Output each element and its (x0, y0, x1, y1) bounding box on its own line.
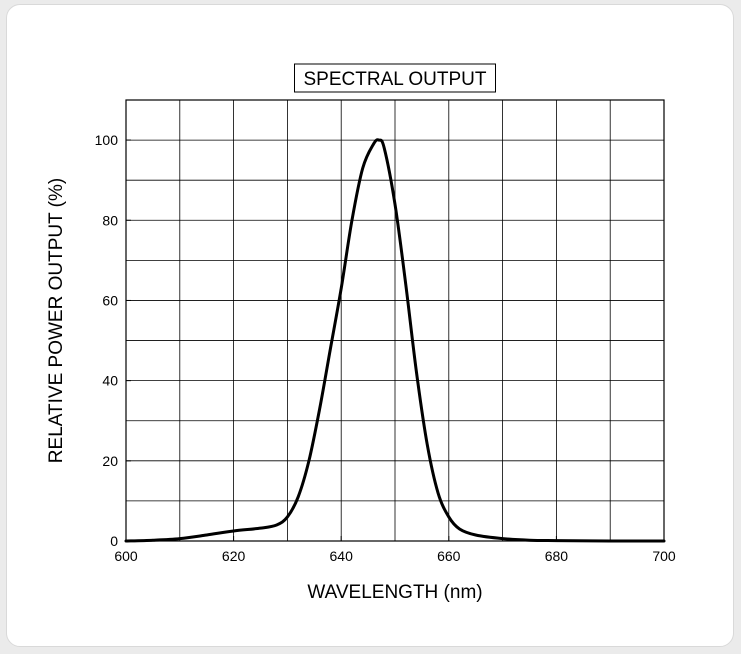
grid-lines (126, 100, 664, 541)
x-tick-label: 600 (114, 548, 138, 564)
y-tick-label: 100 (95, 132, 119, 148)
x-axis-title: WAVELENGTH (nm) (307, 582, 482, 603)
x-tick-labels: 600 620 640 660 680 700 (114, 548, 676, 564)
chart-title-box (294, 63, 496, 93)
x-tick-label: 700 (652, 548, 676, 564)
chart-title: SPECTRAL OUTPUT (304, 69, 487, 90)
y-tick-label: 60 (102, 292, 118, 308)
x-tick-label: 640 (330, 548, 354, 564)
y-axis-title: RELATIVE POWER OUTPUT (%) (46, 178, 67, 463)
y-tick-label: 20 (102, 453, 118, 469)
y-tick-label: 80 (102, 212, 118, 228)
y-tick-label: 0 (110, 533, 118, 549)
plot-area-frame (125, 99, 665, 542)
series-line-spectral (124, 138, 666, 543)
x-tick-label: 620 (222, 548, 246, 564)
y-tick-label: 40 (102, 373, 118, 389)
y-tick-labels: 0 20 40 60 80 100 (95, 132, 119, 549)
x-tick-label: 680 (545, 548, 569, 564)
x-tick-label: 660 (437, 548, 461, 564)
